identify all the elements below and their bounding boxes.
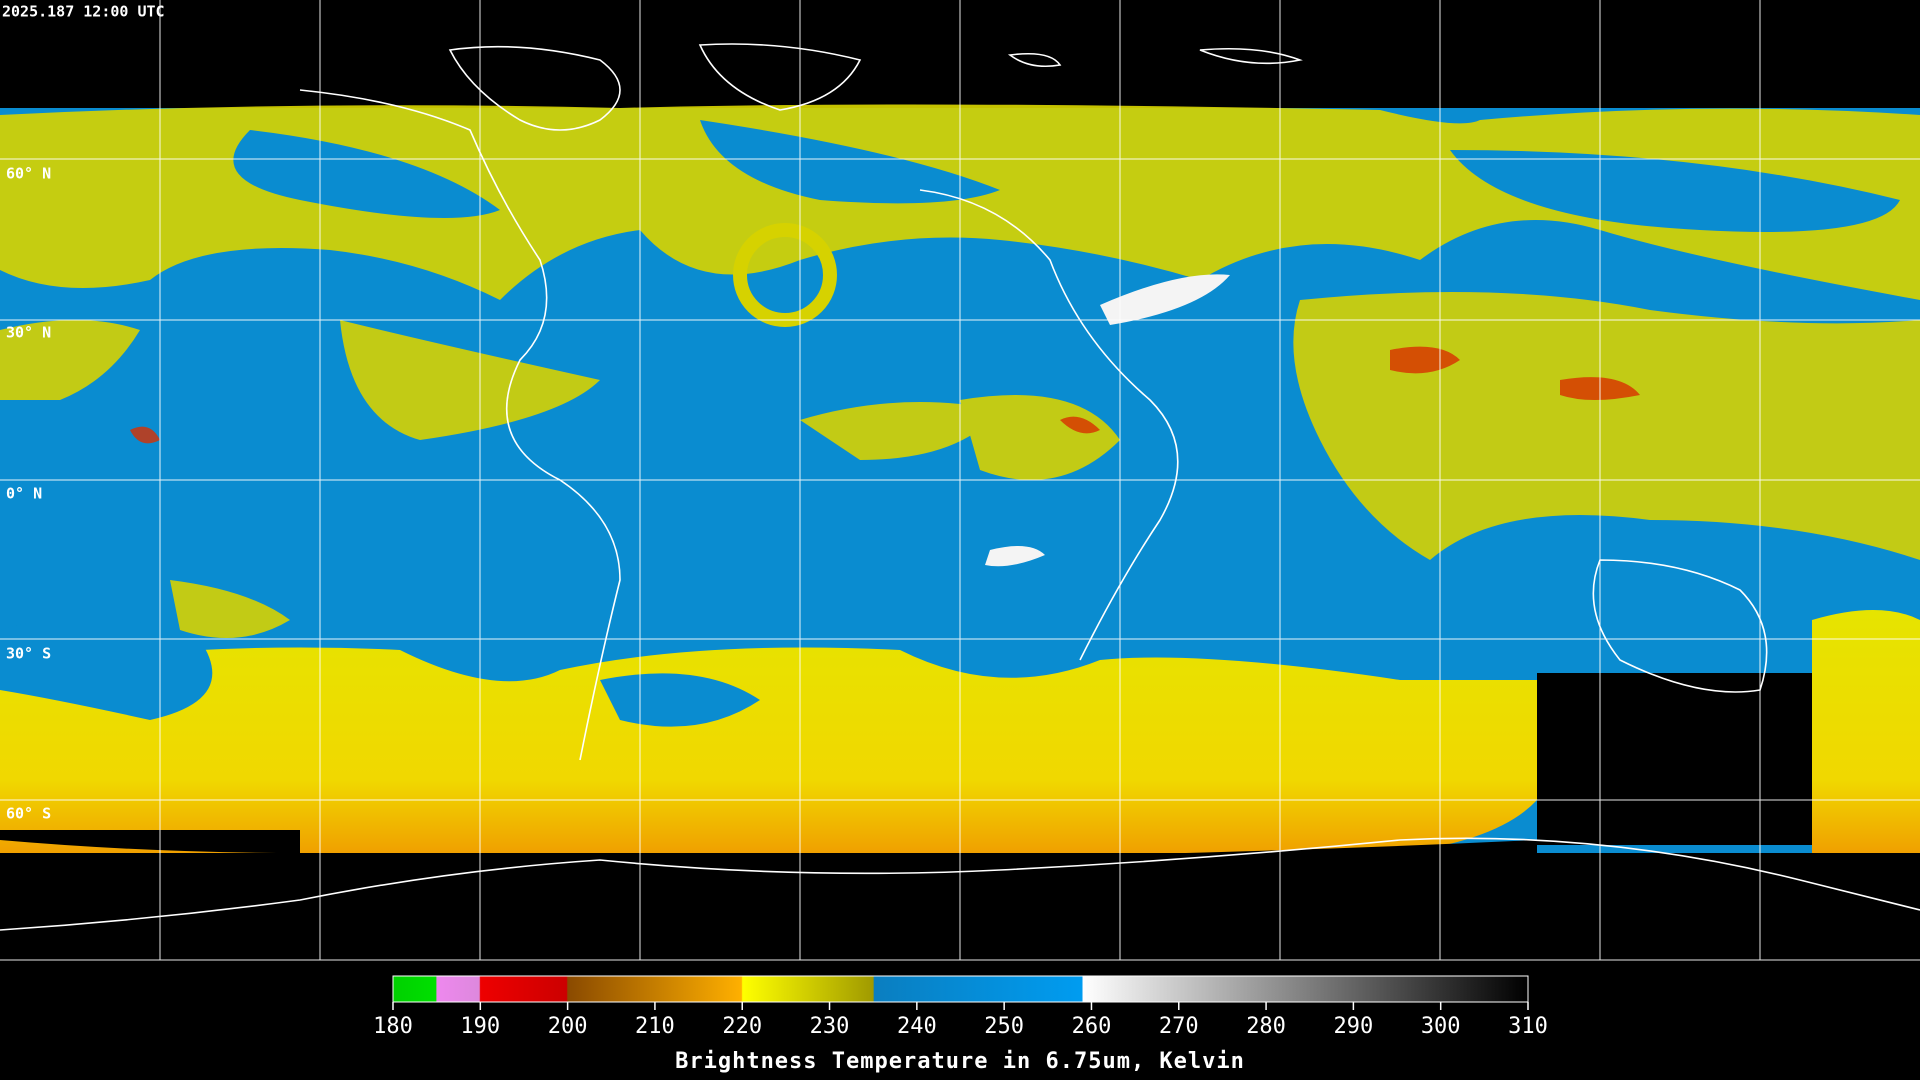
tick-label: 230: [810, 1014, 850, 1039]
no-data: [0, 830, 1537, 860]
tick-label: 200: [548, 1014, 588, 1039]
tick-label: 210: [635, 1014, 675, 1039]
lat-label: 60° S: [6, 805, 51, 823]
timestamp: 2025.187 12:00 UTC: [2, 3, 165, 21]
cloud-tropics: [0, 320, 1120, 638]
tick-label: 280: [1246, 1014, 1286, 1039]
clear-zone: [233, 120, 1900, 232]
lat-label: 0° N: [6, 485, 42, 503]
clear-zone: [0, 617, 760, 727]
tick-label: 270: [1159, 1014, 1199, 1039]
tick-label: 300: [1421, 1014, 1461, 1039]
colorbar-ticks: 180 190 200 210 220 230 240 250 260 270 280 290 300 3…: [373, 1002, 1548, 1039]
lat-label: 60° N: [6, 165, 51, 183]
tick-label: 250: [984, 1014, 1024, 1039]
tick-label: 260: [1072, 1014, 1112, 1039]
coastlines: [0, 43, 1920, 931]
colorbar-title: Brightness Temperature in 6.75um, Kelvin: [675, 1049, 1245, 1074]
tick-label: 180: [373, 1014, 413, 1039]
no-data: [1537, 673, 1812, 845]
tick-label: 190: [460, 1014, 500, 1039]
tick-label: 240: [897, 1014, 937, 1039]
graticule: [0, 0, 1920, 961]
lat-label: 30° N: [6, 324, 51, 342]
colorbar: [392, 975, 1529, 1003]
tick-label: 290: [1334, 1014, 1374, 1039]
tick-label: 220: [722, 1014, 762, 1039]
lat-labels: 60° N 30° N 0° N 30° S 60° S: [6, 165, 51, 823]
lat-label: 30° S: [6, 645, 51, 663]
tick-label: 310: [1508, 1014, 1548, 1039]
